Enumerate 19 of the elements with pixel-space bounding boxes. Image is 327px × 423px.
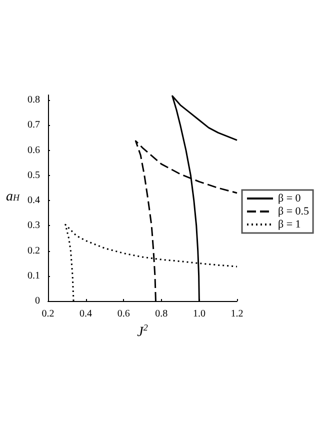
x-tick-label: 0.6 (117, 308, 130, 320)
x-tick-label: 0.2 (42, 308, 54, 320)
x-tick-label: 0.4 (80, 308, 92, 320)
y-tick-label: 0 (35, 296, 40, 306)
x-tick-label: 1.0 (192, 308, 206, 320)
y-tick-label: 0.5 (28, 170, 40, 181)
x-tick-label: 1.2 (230, 308, 244, 320)
y-tick-label: 0.1 (28, 270, 40, 282)
y-tick-label: 0.7 (28, 120, 40, 131)
y-tick-label: 0.8 (28, 94, 40, 106)
y-tick-label: 0.2 (28, 245, 40, 256)
y-tick-label: 0.4 (28, 195, 40, 206)
x-tick-label: 0.8 (155, 308, 168, 320)
y-axis-title: aH (6, 190, 20, 204)
legend-label: β = 0 (278, 192, 302, 204)
legend-label: β = 1 (278, 218, 301, 230)
y-tick-label: 0.6 (28, 144, 40, 156)
y-tick-label: 0.3 (28, 220, 40, 232)
legend-label: β = 0.5 (278, 206, 310, 218)
